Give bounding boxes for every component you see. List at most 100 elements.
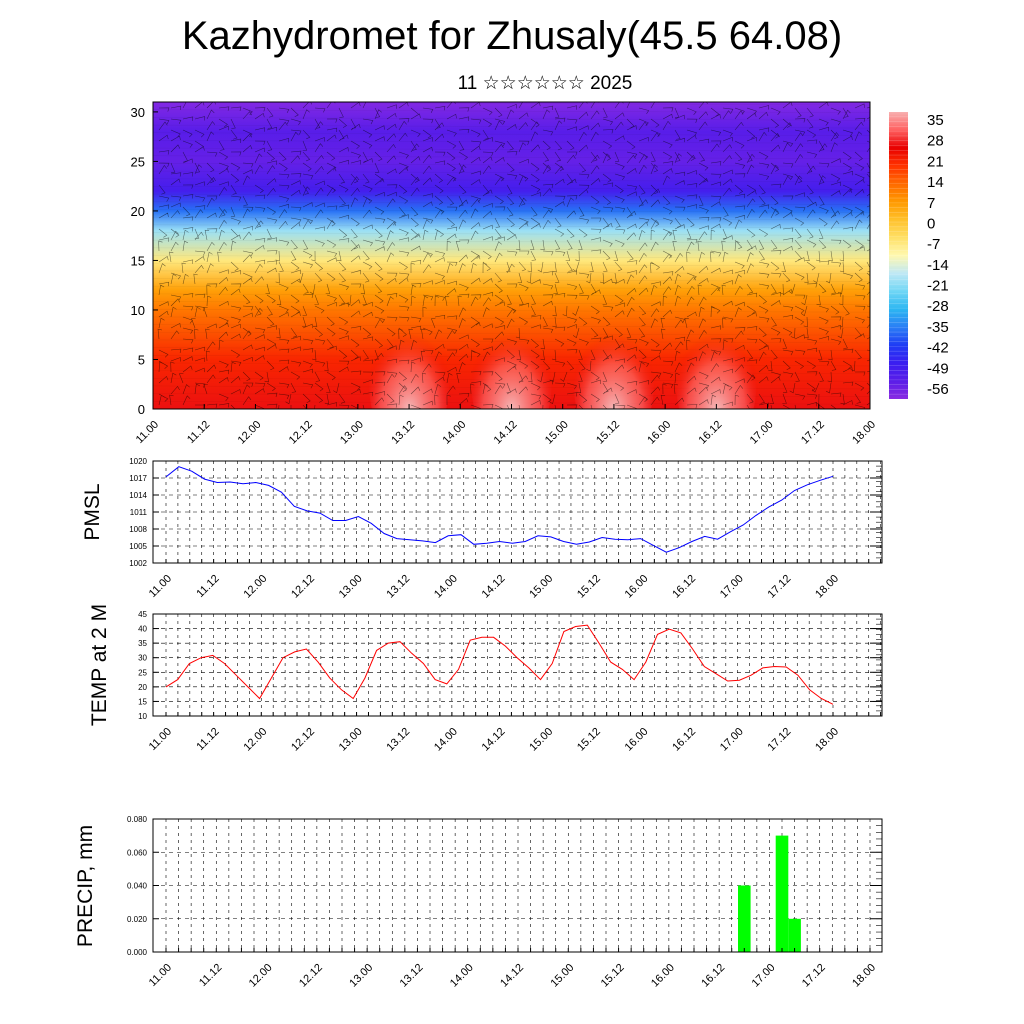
heatmap-ytick-label: 25 — [131, 154, 145, 169]
colorbar-ramp — [889, 112, 908, 399]
xtick-label: 14.12 — [498, 962, 526, 990]
xtick-label: 11.00 — [147, 726, 174, 753]
heatmap-xtick-label: 13.12 — [389, 419, 417, 447]
heatmap-xtick-label: 15.00 — [543, 419, 571, 447]
xtick-label: 12.12 — [289, 573, 317, 601]
temp-series-line — [165, 624, 834, 705]
temp-frame — [152, 613, 883, 717]
heatmap-xtick-label: 16.00 — [645, 419, 673, 447]
precip-bar-2 — [788, 918, 801, 953]
heatmap-xtick-label: 14.00 — [440, 419, 468, 447]
xtick-label: 12.00 — [247, 962, 275, 990]
ytick-label: 1011 — [130, 508, 148, 517]
xtick-label: 13.12 — [384, 573, 412, 601]
precip-chart: 0.000 0.020 0.040 0.060 0.080 11.00 11.12 12.00… — [74, 815, 883, 990]
xtick-label: 14.00 — [432, 726, 460, 754]
heatmap-ytick-label: 15 — [131, 253, 145, 268]
colorbar-label-minus56: -56 — [927, 381, 949, 398]
xtick-label: 12.12 — [289, 726, 317, 754]
ytick-label: 45 — [138, 610, 147, 619]
ytick-label: 10 — [138, 712, 147, 721]
pmsl-series-line — [165, 466, 834, 553]
ytick-label: 15 — [138, 697, 147, 706]
xtick-label: 18.00 — [850, 962, 878, 990]
ytick-label: 1005 — [129, 542, 147, 551]
xtick-label: 17.12 — [766, 573, 794, 601]
xtick-label: 17.00 — [750, 962, 778, 990]
xtick-label: 15.12 — [575, 573, 603, 601]
ytick-label: 20 — [138, 683, 147, 692]
warm-cell-0 — [369, 320, 450, 409]
xtick-label: 18.00 — [813, 726, 841, 754]
heatmap-xtick-label: 13.00 — [338, 419, 366, 447]
colorbar-label-minus7: -7 — [927, 236, 940, 253]
xtick-label: 13.12 — [398, 962, 426, 990]
xtick-label: 13.12 — [384, 726, 412, 754]
heatmap-xtick-label: 11.00 — [134, 419, 161, 446]
heatmap-ytick-label: 20 — [131, 204, 145, 219]
colorbar-label-minus49: -49 — [927, 360, 949, 377]
ytick-label: 1008 — [129, 525, 147, 534]
colorbar-label-0: 0 — [927, 215, 935, 232]
colorbar-label-21: 21 — [927, 153, 944, 170]
xtick-label: 17.00 — [718, 726, 746, 754]
xtick-label: 14.12 — [480, 573, 508, 601]
colorbar-label-minus35: -35 — [927, 319, 949, 336]
xtick-label: 15.00 — [527, 573, 555, 601]
xtick-label: 12.00 — [241, 573, 269, 601]
xtick-label: 12.00 — [241, 726, 269, 754]
xtick-label: 13.00 — [337, 726, 365, 754]
precip-bar-1 — [775, 835, 789, 952]
ytick-label: 35 — [138, 639, 147, 648]
xtick-label: 16.12 — [670, 573, 698, 601]
xtick-label: 11.12 — [194, 573, 221, 600]
xtick-label: 14.00 — [448, 962, 476, 990]
xtick-label: 13.00 — [337, 573, 365, 601]
warm-cell-1 — [471, 320, 552, 409]
ytick-label: 0.080 — [127, 815, 148, 824]
colorbar-label-minus21: -21 — [927, 278, 949, 295]
precip-ylabel: PRECIP, mm — [74, 825, 97, 947]
ytick-label: 25 — [138, 668, 147, 677]
heatmap-xtick-label: 14.12 — [492, 419, 520, 447]
xtick-label: 15.00 — [527, 726, 555, 754]
ytick-label: 1014 — [129, 491, 147, 500]
xtick-label: 12.12 — [297, 962, 325, 990]
colorbar-label-35: 35 — [927, 112, 944, 129]
colorbar: 35 28 21 14 7 0 -7 -14 -21 -28 -35 -42 -49 -56 — [889, 112, 949, 399]
xtick-label: 16.12 — [699, 962, 727, 990]
ytick-label: 1020 — [129, 457, 147, 466]
xtick-label: 11.00 — [147, 962, 174, 989]
ytick-label: 0.000 — [127, 948, 148, 957]
xtick-label: 16.00 — [649, 962, 677, 990]
precip-bar-0 — [738, 885, 751, 952]
xtick-label: 11.00 — [147, 573, 174, 600]
xtick-label: 15.00 — [548, 962, 576, 990]
heatmap-xtick-label: 17.12 — [799, 419, 827, 447]
xtick-label: 18.00 — [813, 573, 841, 601]
temp-chart: 10 15 20 25 30 35 40 45 11.00 11.12 12.00 12.12 13.0… — [88, 604, 883, 754]
heatmap-ytick-label: 0 — [138, 402, 145, 417]
temperature-cross-section: 0 5 10 15 20 25 30 11.00 11.12 12.00 12.12 13.00 13… — [131, 101, 878, 447]
warm-cell-3 — [676, 320, 757, 409]
pmsl-chart: 1002 1005 1008 1011 1014 1017 1020 11.00 11.12 12… — [81, 457, 883, 601]
heatmap-xtick-label: 18.00 — [850, 419, 878, 447]
heatmap-xtick-label: 17.00 — [748, 419, 776, 447]
warm-cell-2 — [573, 320, 654, 409]
xtick-label: 16.00 — [623, 573, 651, 601]
xtick-label: 15.12 — [599, 962, 627, 990]
xtick-label: 14.00 — [432, 573, 460, 601]
pmsl-ylabel: PMSL — [81, 483, 104, 540]
colorbar-label-28: 28 — [927, 133, 944, 150]
xtick-label: 13.00 — [347, 962, 375, 990]
xtick-label: 16.00 — [623, 726, 651, 754]
heatmap-xtick-label: 12.00 — [236, 419, 264, 447]
heatmap-ytick-label: 5 — [138, 352, 145, 367]
xtick-label: 17.12 — [766, 726, 794, 754]
ytick-label: 0.040 — [127, 882, 148, 891]
colorbar-label-minus28: -28 — [927, 298, 949, 315]
heatmap-xtick-label: 11.12 — [185, 419, 212, 446]
xtick-label: 15.12 — [575, 726, 603, 754]
colorbar-label-7: 7 — [927, 195, 935, 212]
page-subtitle: 11 ☆☆☆☆☆☆ 2025 — [457, 73, 633, 94]
